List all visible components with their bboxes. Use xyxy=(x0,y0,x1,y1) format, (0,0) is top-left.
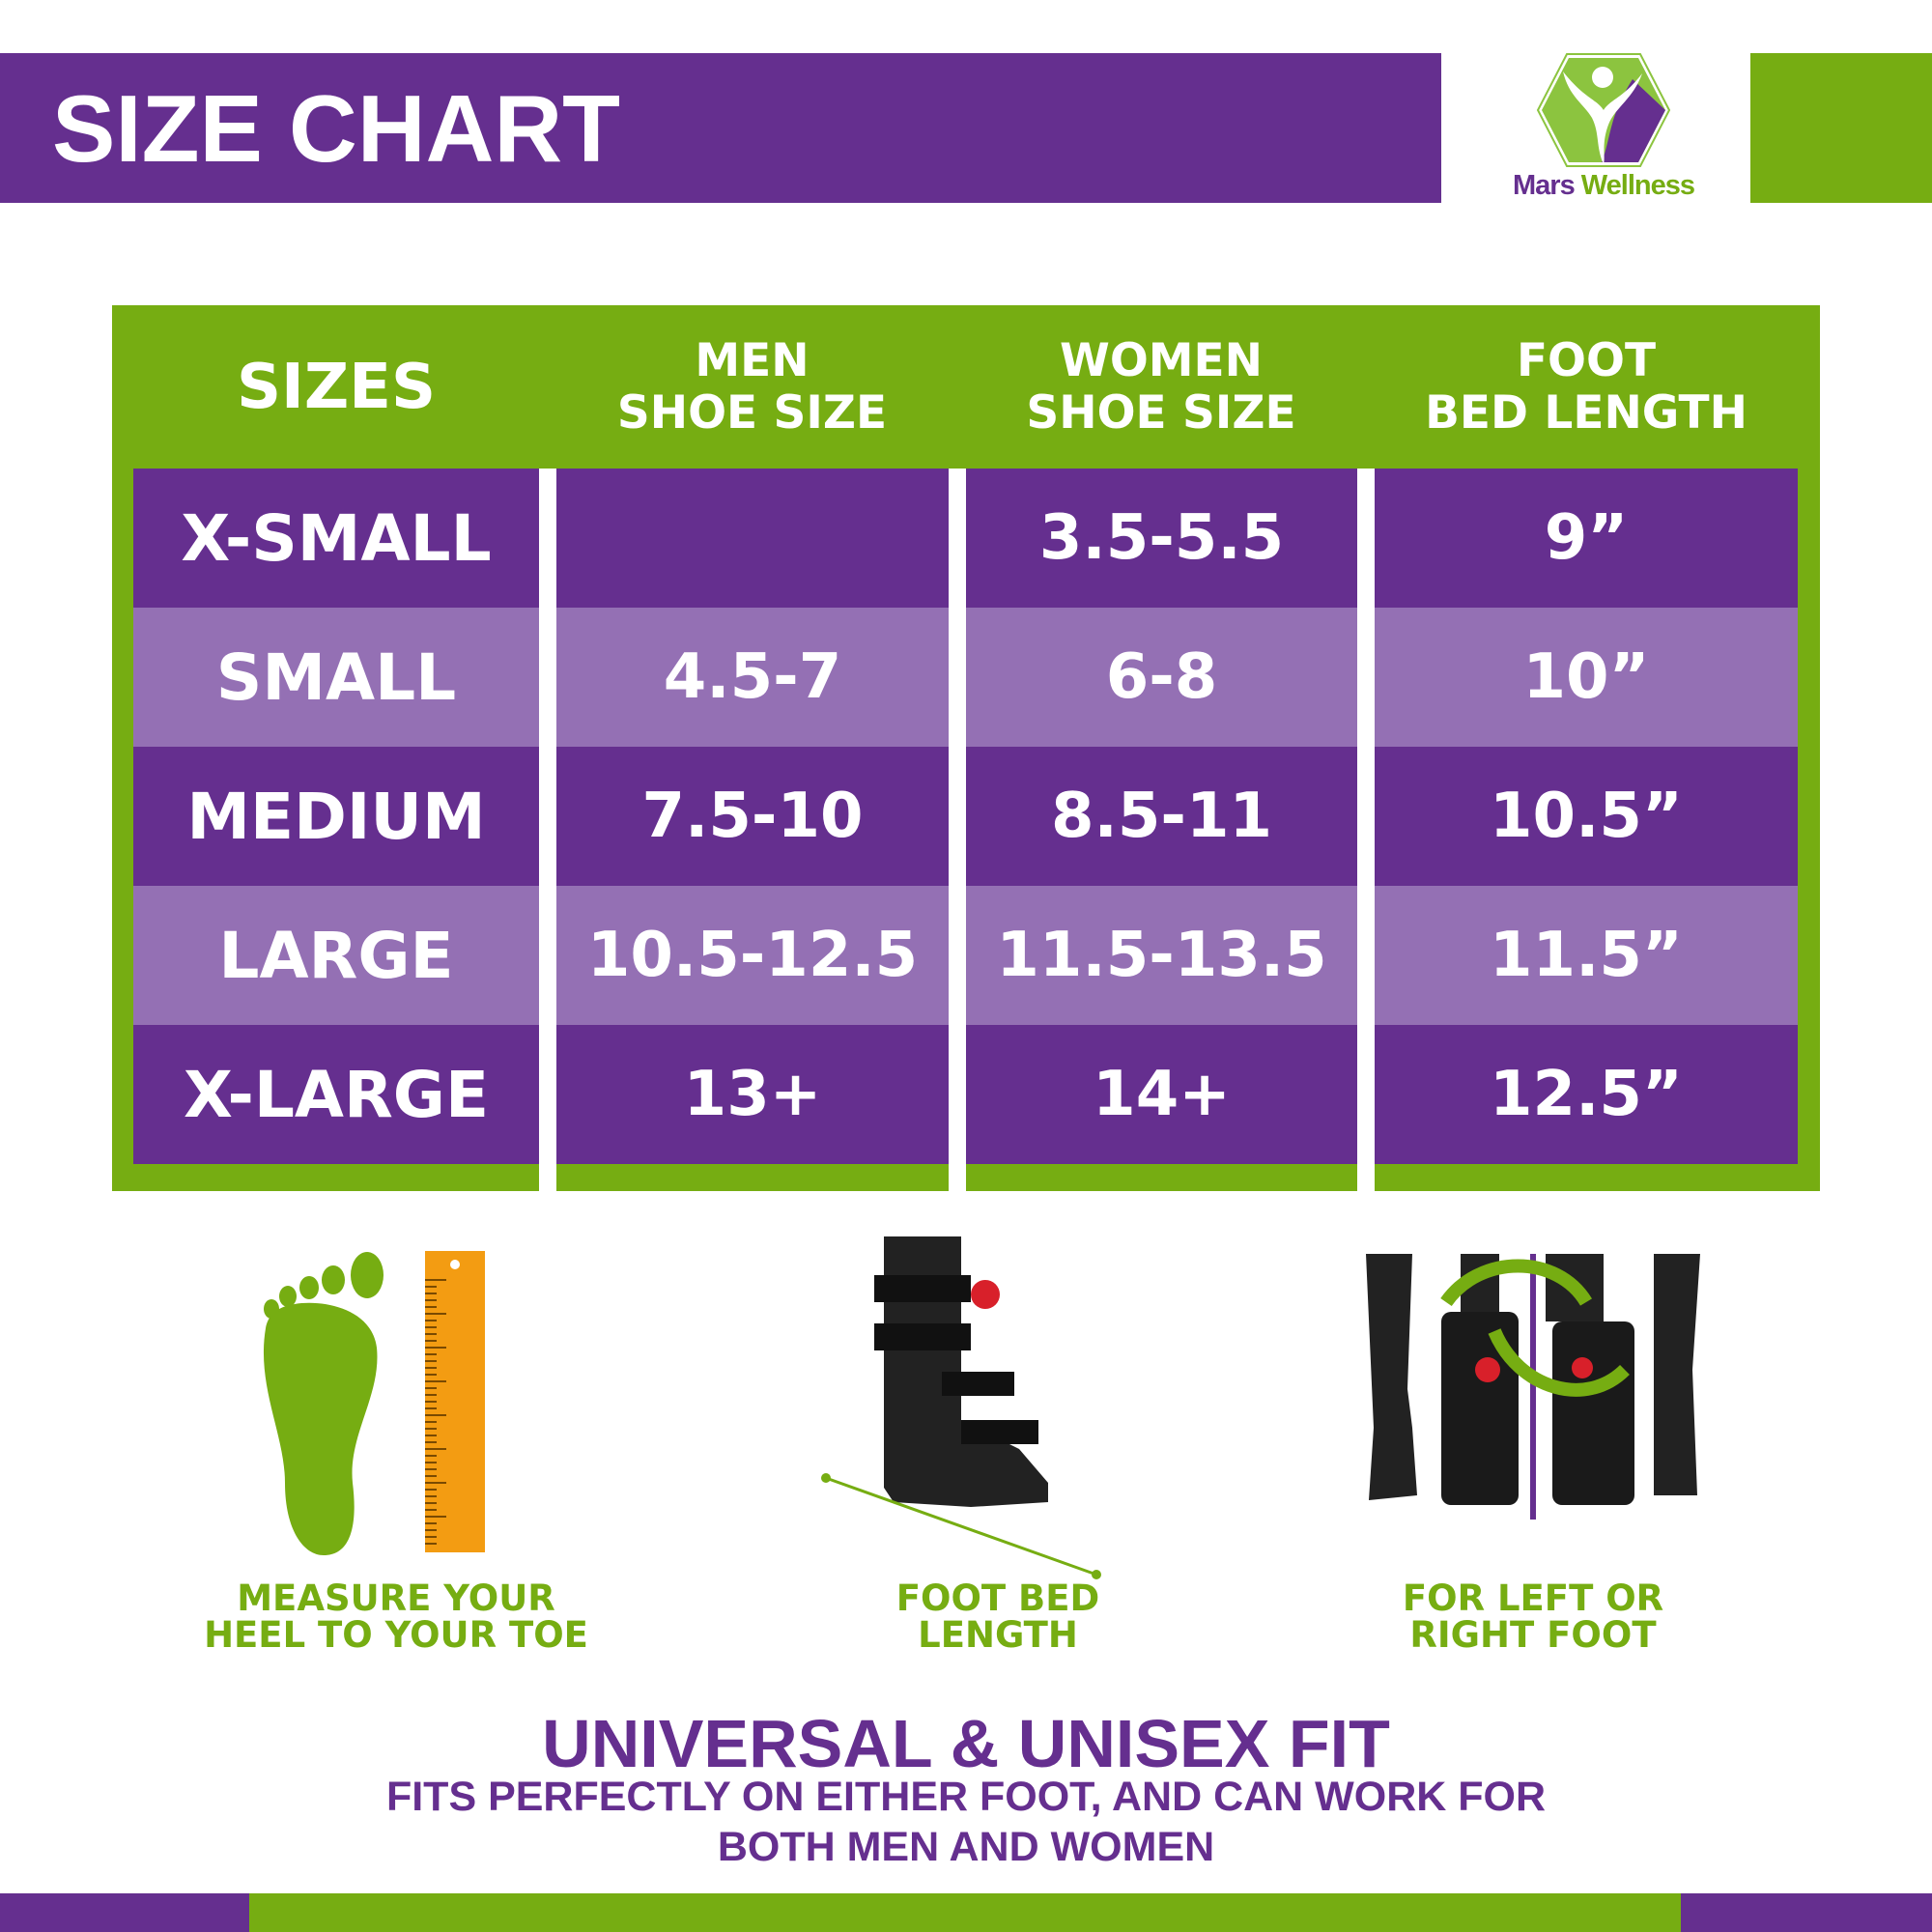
page-title: SIZE CHART xyxy=(52,75,620,182)
cell-women-size: 11.5-13.5 xyxy=(966,886,1357,1025)
cell-foot-bed-length: 11.5” xyxy=(1375,886,1798,1025)
header-men-shoe-size: MEN SHOE SIZE xyxy=(616,333,888,440)
footer-line-2: BOTH MEN AND WOMEN xyxy=(717,1824,1215,1870)
caption-measure: MEASURE YOUR HEEL TO YOUR TOE xyxy=(204,1577,588,1656)
cell-men-size xyxy=(556,469,949,608)
cell-women-size: 6-8 xyxy=(966,608,1357,747)
cell-men-size: 13+ xyxy=(556,1025,949,1164)
header-sizes: SIZES xyxy=(236,351,437,423)
brand-name-mars: Mars xyxy=(1513,170,1576,201)
cell-size: LARGE xyxy=(133,886,539,1025)
header-women-shoe-size: WOMEN SHOE SIZE xyxy=(1026,333,1296,440)
brand-name: Mars Wellness xyxy=(1488,170,1719,202)
cell-men-size: 4.5-7 xyxy=(556,608,949,747)
footer-line-1: FITS PERFECTLY ON EITHER FOOT, AND CAN W… xyxy=(385,1774,1547,1820)
caption-left-right: FOR LEFT OR RIGHT FOOT xyxy=(1402,1577,1664,1656)
header-foot-bed-length: FOOT BED LENGTH xyxy=(1425,333,1747,440)
walking-boot-image xyxy=(821,1236,1101,1579)
cell-size: MEDIUM xyxy=(133,747,539,886)
left-right-foot-image xyxy=(1366,1254,1700,1520)
cell-women-size: 8.5-11 xyxy=(966,747,1357,886)
footer-headline: UNIVERSAL & UNISEX FIT xyxy=(542,1706,1390,1781)
column-divider xyxy=(949,469,966,1191)
cell-men-size: 7.5-10 xyxy=(556,747,949,886)
brand-name-wellness: Wellness xyxy=(1580,170,1695,201)
cell-foot-bed-length: 9” xyxy=(1375,469,1798,608)
cell-foot-bed-length: 12.5” xyxy=(1375,1025,1798,1164)
size-chart-table: SIZES MEN SHOE SIZE WOMEN SHOE SIZE FOOT BE… xyxy=(112,305,1820,1191)
column-divider xyxy=(1357,469,1375,1191)
cell-men-size: 10.5-12.5 xyxy=(556,886,949,1025)
mars-wellness-logo-icon xyxy=(1536,53,1671,167)
cell-women-size: 3.5-5.5 xyxy=(966,469,1357,608)
caption-foot-bed: FOOT BED LENGTH xyxy=(895,1577,1100,1656)
footer-bar-left xyxy=(0,1893,249,1932)
cell-foot-bed-length: 10” xyxy=(1375,608,1798,747)
footer-bar-center xyxy=(249,1893,1681,1932)
cell-women-size: 14+ xyxy=(966,1025,1357,1164)
footer-bar-right xyxy=(1681,1893,1932,1932)
cell-size: X-SMALL xyxy=(133,469,539,608)
header-banner xyxy=(0,53,1441,203)
cell-size: SMALL xyxy=(133,608,539,747)
column-divider xyxy=(539,469,556,1191)
cell-foot-bed-length: 10.5” xyxy=(1375,747,1798,886)
foot-ruler-icon xyxy=(263,1251,485,1555)
cell-size: X-LARGE xyxy=(133,1025,539,1164)
header-accent-block xyxy=(1750,53,1932,203)
